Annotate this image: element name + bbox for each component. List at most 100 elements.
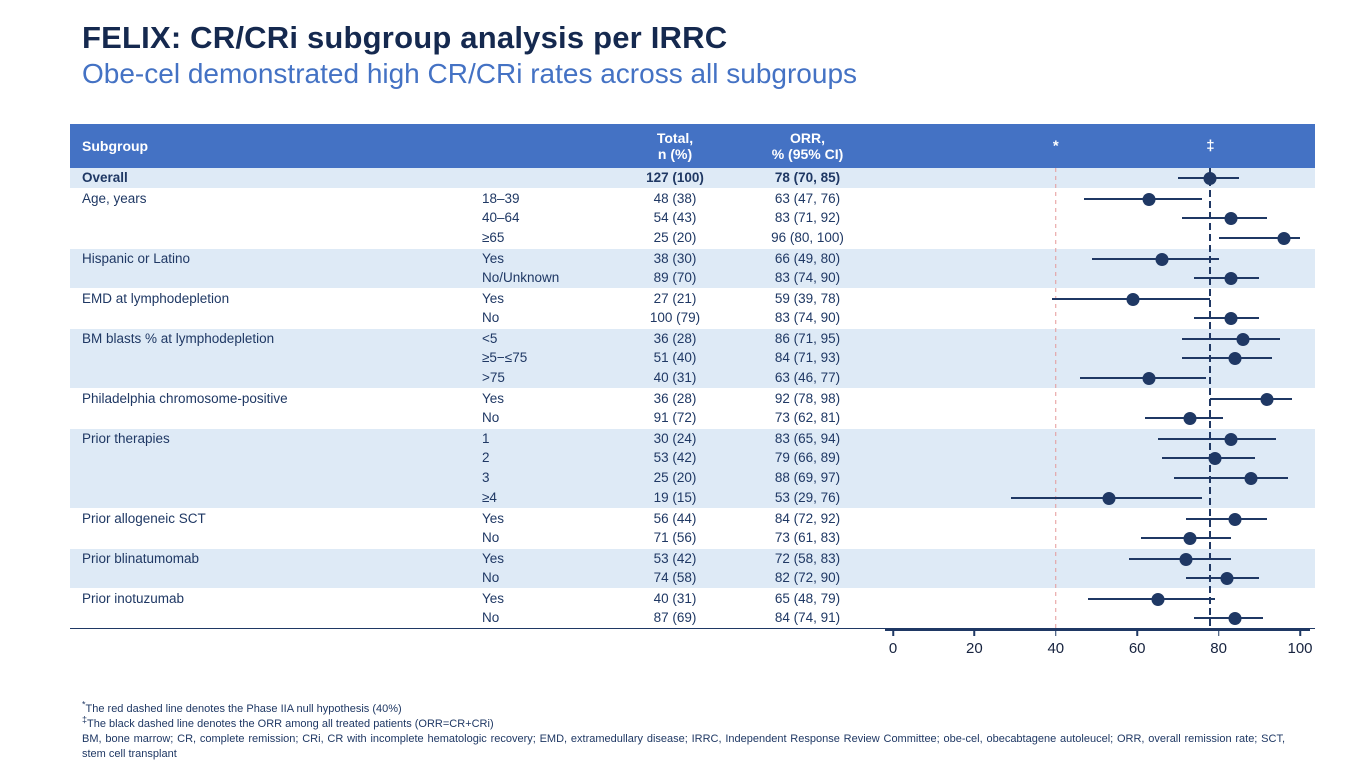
x-axis-tick-label: 100 — [1287, 640, 1313, 657]
footnote-line: *The red dashed line denotes the Phase I… — [82, 699, 402, 715]
row-subgroup-label — [70, 608, 480, 628]
row-category: Yes — [482, 511, 505, 526]
row-plot-cell — [885, 268, 1315, 288]
row-total: 71 (56) — [653, 530, 697, 545]
row-subgroup-label — [70, 268, 480, 288]
row-orr: 63 (47, 76) — [774, 191, 841, 206]
row-plot-cell — [885, 389, 1315, 408]
row-subgroup-label — [70, 568, 480, 588]
table-row: BM blasts % at lymphodepletion <5 36 (28) 8… — [70, 328, 1315, 348]
x-axis-tick — [973, 629, 976, 636]
row-plot-area — [893, 308, 1300, 328]
row-plot-area — [893, 429, 1300, 448]
row-total: 89 (70) — [653, 270, 697, 285]
table-row: No 74 (58) 82 (72, 90) — [70, 568, 1315, 588]
x-axis-tick — [892, 629, 894, 636]
row-category: ≥65 — [482, 230, 505, 245]
row-category — [480, 168, 620, 188]
col-header-total-line1: Total, — [656, 130, 694, 146]
row-total: 25 (20) — [653, 470, 697, 485]
row-orr: 73 (61, 83) — [774, 530, 841, 545]
point-estimate-dot — [1228, 611, 1242, 625]
row-orr: 86 (71, 95) — [774, 331, 841, 346]
row-subgroup-label: Prior therapies — [82, 431, 170, 446]
row-subgroup-label — [70, 488, 480, 508]
point-estimate-dot — [1224, 311, 1238, 325]
row-orr: 65 (48, 79) — [774, 591, 841, 606]
row-subgroup-label — [70, 468, 480, 488]
row-orr: 83 (65, 94) — [774, 431, 841, 446]
row-subgroup-label — [70, 368, 480, 388]
row-plot-area — [893, 468, 1300, 488]
row-plot-area — [893, 488, 1300, 508]
x-axis-tick-label: 60 — [1128, 640, 1146, 657]
row-total: 54 (43) — [653, 210, 697, 225]
table-row: Prior inotuzumab Yes 40 (31) 65 (48, 79) — [70, 588, 1315, 608]
table-row: No/Unknown 89 (70) 83 (74, 90) — [70, 268, 1315, 288]
table-row: No 71 (56) 73 (61, 83) — [70, 528, 1315, 548]
row-category: No — [482, 530, 500, 545]
col-header-total: Total, n (%) — [620, 130, 730, 162]
row-plot-cell — [885, 368, 1315, 388]
x-axis-tick-label: 80 — [1210, 640, 1227, 657]
row-total: 30 (24) — [653, 431, 697, 446]
x-axis-tick-label: 40 — [1047, 640, 1065, 657]
page-subtitle: Obe-cel demonstrated high CR/CRi rates a… — [82, 58, 858, 89]
row-subgroup-label: Prior blinatumomab — [82, 551, 200, 566]
row-category: No/Unknown — [482, 270, 560, 285]
row-plot-cell — [885, 348, 1315, 368]
overall-orr-symbol: ‡ — [1206, 137, 1215, 155]
row-category: >75 — [482, 370, 505, 385]
row-subgroup-label — [70, 228, 480, 248]
row-plot-area — [893, 208, 1300, 228]
table-row: Prior allogeneic SCT Yes 56 (44) 84 (72, 92… — [70, 508, 1315, 528]
row-subgroup-label: Philadelphia chromosome-positive — [82, 391, 288, 406]
point-estimate-dot — [1244, 471, 1258, 485]
row-total: 40 (31) — [653, 591, 697, 606]
point-estimate-dot — [1277, 231, 1291, 245]
table-header: Subgroup Total, n (%) ORR, % (95% CI) * … — [70, 124, 1315, 168]
table-row: ≥5−≤75 51 (40) 84 (71, 93) — [70, 348, 1315, 368]
table-row: EMD at lymphodepletion Yes 27 (21) 59 (39, … — [70, 288, 1315, 308]
point-estimate-dot — [1220, 571, 1234, 585]
row-plot-cell — [885, 189, 1315, 208]
row-plot-cell — [885, 289, 1315, 308]
row-subgroup-label — [70, 208, 480, 228]
row-category: No — [482, 410, 500, 425]
col-header-plot: * ‡ — [885, 124, 1315, 168]
row-plot-area — [893, 348, 1300, 368]
row-subgroup-label — [70, 448, 480, 468]
row-plot-area — [893, 368, 1300, 388]
row-orr: 78 (70, 85) — [774, 170, 841, 185]
col-header-orr-line1: ORR, — [790, 130, 825, 146]
row-plot-cell — [885, 448, 1315, 468]
row-total: 36 (28) — [653, 391, 697, 406]
row-subgroup-label — [70, 348, 480, 368]
row-plot-area — [893, 448, 1300, 468]
row-category: 40–64 — [482, 210, 520, 225]
row-orr: 79 (66, 89) — [774, 450, 841, 465]
row-plot-area — [893, 589, 1300, 608]
row-total: 87 (69) — [653, 610, 697, 625]
table-row: Prior therapies 1 30 (24) 83 (65, 94) — [70, 428, 1315, 448]
confidence-interval-line — [1181, 338, 1280, 340]
row-category: Yes — [482, 251, 505, 266]
row-category: ≥5−≤75 — [482, 350, 528, 365]
row-subgroup-label: Hispanic or Latino — [82, 251, 191, 266]
col-header-total-line2: n (%) — [657, 146, 693, 162]
point-estimate-dot — [1151, 592, 1165, 606]
axis-spacer — [70, 629, 885, 675]
row-orr: 72 (58, 83) — [774, 551, 841, 566]
table-row: 2 53 (42) 79 (66, 89) — [70, 448, 1315, 468]
row-orr: 59 (39, 78) — [774, 291, 841, 306]
point-estimate-dot — [1224, 211, 1238, 225]
row-total: 19 (15) — [653, 490, 697, 505]
row-total: 127 (100) — [646, 170, 704, 185]
row-plot-cell — [885, 488, 1315, 508]
row-plot-area — [893, 549, 1300, 568]
row-plot-area — [893, 568, 1300, 588]
row-plot-cell — [885, 249, 1315, 268]
table-row: No 91 (72) 73 (62, 81) — [70, 408, 1315, 428]
row-category: No — [482, 570, 500, 585]
row-orr: 88 (69, 97) — [774, 470, 841, 485]
